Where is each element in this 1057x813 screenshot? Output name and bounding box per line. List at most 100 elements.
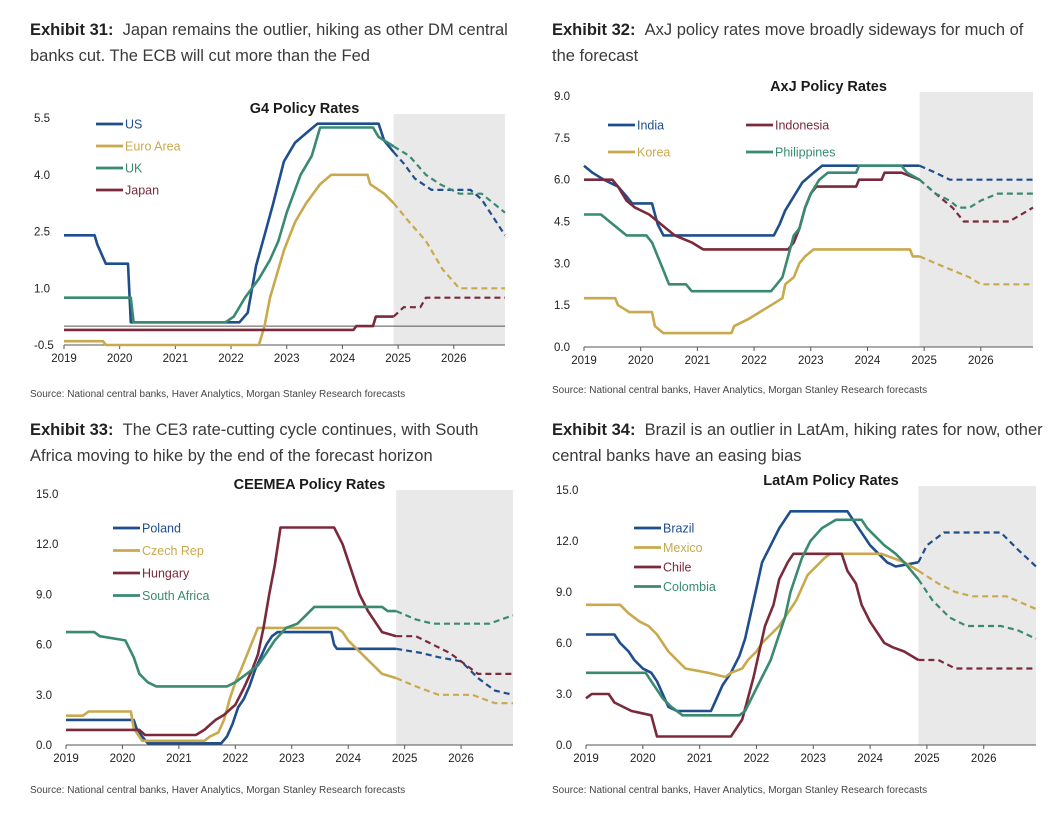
exhibit-label: Exhibit 34: xyxy=(552,421,636,439)
series-forecast-south-africa xyxy=(395,610,514,625)
exhibit-label: Exhibit 31: xyxy=(30,21,114,39)
x-tick-label: 2025 xyxy=(914,753,940,765)
y-tick-label: -0.5 xyxy=(34,340,54,352)
y-tick-label: 2.5 xyxy=(34,227,50,239)
x-tick-label: 2023 xyxy=(274,353,300,365)
legend-label: US xyxy=(125,118,142,132)
y-tick-label: 3.0 xyxy=(554,258,570,270)
exhibit-caption: Exhibit 34: Brazil is an outlier in LatA… xyxy=(552,417,1047,469)
legend-label: Poland xyxy=(142,522,181,536)
legend-label: Korea xyxy=(637,146,670,160)
exhibit-34: Exhibit 34: Brazil is an outlier in LatA… xyxy=(528,406,1057,813)
series-line-mexico xyxy=(586,552,920,679)
y-tick-label: 12.0 xyxy=(556,536,578,548)
forecast-region xyxy=(919,92,1033,347)
x-tick-label: 2019 xyxy=(571,355,597,367)
exhibit-caption-text: Japan remains the outlier, hiking as oth… xyxy=(30,21,508,65)
source-note: Source: National central banks, Haver An… xyxy=(552,385,928,396)
forecast-region xyxy=(396,490,513,745)
legend-label: Japan xyxy=(125,184,159,198)
legend-label: Czech Rep xyxy=(142,544,204,558)
y-tick-label: 1.0 xyxy=(34,283,50,295)
series-line-hungary xyxy=(66,526,397,737)
series-line-chile xyxy=(585,552,920,738)
x-tick-label: 2024 xyxy=(330,353,356,365)
y-tick-label: 3.0 xyxy=(36,690,52,702)
legend-label: UK xyxy=(125,162,143,176)
legend-label: Indonesia xyxy=(775,119,829,133)
series-forecast-euro-area xyxy=(392,202,505,290)
x-tick-label: 2022 xyxy=(744,753,770,765)
x-tick-label: 2022 xyxy=(218,353,244,365)
x-tick-label: 2019 xyxy=(53,753,79,765)
forecast-region xyxy=(918,486,1036,745)
series-forecast-uk xyxy=(393,145,506,214)
y-tick-label: 4.5 xyxy=(554,217,570,229)
series-forecast-philippines xyxy=(918,178,1033,209)
x-tick-label: 2024 xyxy=(855,355,881,367)
x-tick-label: 2020 xyxy=(630,753,656,765)
series-forecast-hungary xyxy=(396,635,513,675)
series-line-japan xyxy=(64,315,394,332)
legend-label: Euro Area xyxy=(125,140,181,154)
y-tick-label: 15.0 xyxy=(556,485,578,497)
x-tick-label: 2023 xyxy=(279,753,305,765)
y-tick-label: 12.0 xyxy=(36,539,58,551)
series-forecast-czech-rep xyxy=(395,677,513,705)
y-tick-label: 15.0 xyxy=(36,489,58,501)
legend-label: Philippines xyxy=(775,146,835,160)
exhibit-caption-text: Brazil is an outlier in LatAm, hiking ra… xyxy=(552,421,1043,465)
series-line-brazil xyxy=(586,510,919,713)
legend-label: Brazil xyxy=(663,522,694,536)
series-line-indonesia xyxy=(584,171,921,251)
exhibit-caption: Exhibit 33: The CE3 rate-cutting cycle c… xyxy=(30,417,520,469)
y-tick-label: 0.0 xyxy=(556,740,572,752)
y-tick-label: 9.0 xyxy=(36,589,52,601)
y-tick-label: 0.0 xyxy=(36,740,52,752)
series-forecast-indonesia xyxy=(918,178,1034,223)
chart-title: G4 Policy Rates xyxy=(250,101,360,117)
series-forecast-korea xyxy=(919,255,1033,286)
chart-g4-policy-rates: G4 Policy Rates -0.5 1.0 2.5 4.0 5.5 2019 2020 2… xyxy=(34,101,506,365)
x-tick-label: 2021 xyxy=(166,753,192,765)
legend-label: South Africa xyxy=(142,589,209,603)
exhibit-label: Exhibit 32: xyxy=(552,21,636,39)
chart-title: AxJ Policy Rates xyxy=(770,79,887,95)
y-tick-label: 6.0 xyxy=(556,638,572,650)
exhibit-31: Exhibit 31: Japan remains the outlier, h… xyxy=(0,0,528,406)
y-tick-label: 4.0 xyxy=(34,170,50,182)
legend-label: India xyxy=(637,119,664,133)
exhibit-label: Exhibit 33: xyxy=(30,421,114,439)
series-forecast-us xyxy=(392,151,506,236)
x-tick-label: 2021 xyxy=(687,753,713,765)
series-forecast-colombia xyxy=(917,578,1037,640)
exhibit-caption: Exhibit 31: Japan remains the outlier, h… xyxy=(30,17,520,69)
chart-latam-policy-rates: LatAm Policy Rates 0.0 3.0 6.0 9.0 12.0 15.0 20… xyxy=(556,473,1037,765)
x-tick-label: 2023 xyxy=(800,753,826,765)
source-note: Source: National central banks, Haver An… xyxy=(30,785,406,796)
x-tick-label: 2025 xyxy=(385,353,411,365)
series-line-colombia xyxy=(586,518,920,717)
x-tick-label: 2025 xyxy=(911,355,937,367)
series-forecast-poland xyxy=(396,647,514,696)
exhibit-32: Exhibit 32: AxJ policy rates move broadl… xyxy=(528,0,1057,406)
series-line-poland xyxy=(66,630,397,745)
y-tick-label: 1.5 xyxy=(554,300,570,312)
x-tick-label: 2020 xyxy=(107,353,133,365)
source-note: Source: National central banks, Haver An… xyxy=(30,389,406,400)
x-tick-label: 2019 xyxy=(573,753,599,765)
series-line-india xyxy=(583,164,920,237)
series-forecast-india xyxy=(919,164,1033,181)
y-tick-label: 3.0 xyxy=(556,689,572,701)
x-tick-label: 2022 xyxy=(223,753,249,765)
forecast-region xyxy=(393,114,505,345)
x-tick-label: 2023 xyxy=(798,355,824,367)
exhibit-caption-text: The CE3 rate-cutting cycle continues, wi… xyxy=(30,421,479,465)
legend-label: Mexico xyxy=(663,541,703,555)
x-tick-label: 2026 xyxy=(448,753,474,765)
x-tick-label: 2026 xyxy=(441,353,467,365)
x-tick-label: 2021 xyxy=(685,355,711,367)
chart-ceemea-policy-rates: CEEMEA Policy Rates 0.0 3.0 6.0 9.0 12.0 15.0 2… xyxy=(36,477,514,765)
exhibit-caption-text: AxJ policy rates move broadly sideways f… xyxy=(552,21,1024,65)
series-line-korea xyxy=(584,248,920,335)
